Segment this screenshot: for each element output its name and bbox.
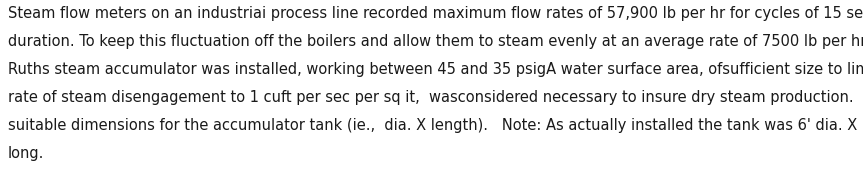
Text: Ruths steam accumulator was installed, working between 45 and 35 psigA water sur: Ruths steam accumulator was installed, w…	[8, 62, 863, 77]
Text: long.: long.	[8, 146, 44, 161]
Text: suitable dimensions for the accumulator tank (ie.,  dia. X length).   Note: As a: suitable dimensions for the accumulator …	[8, 118, 863, 133]
Text: duration. To keep this fluctuation off the boilers and allow them to steam evenl: duration. To keep this fluctuation off t…	[8, 34, 863, 49]
Text: rate of steam disengagement to 1 cuft per sec per sq it,  wasconsidered necessar: rate of steam disengagement to 1 cuft pe…	[8, 90, 863, 105]
Text: Steam flow meters on an industriai process line recorded maximum flow rates of 5: Steam flow meters on an industriai proce…	[8, 6, 863, 21]
